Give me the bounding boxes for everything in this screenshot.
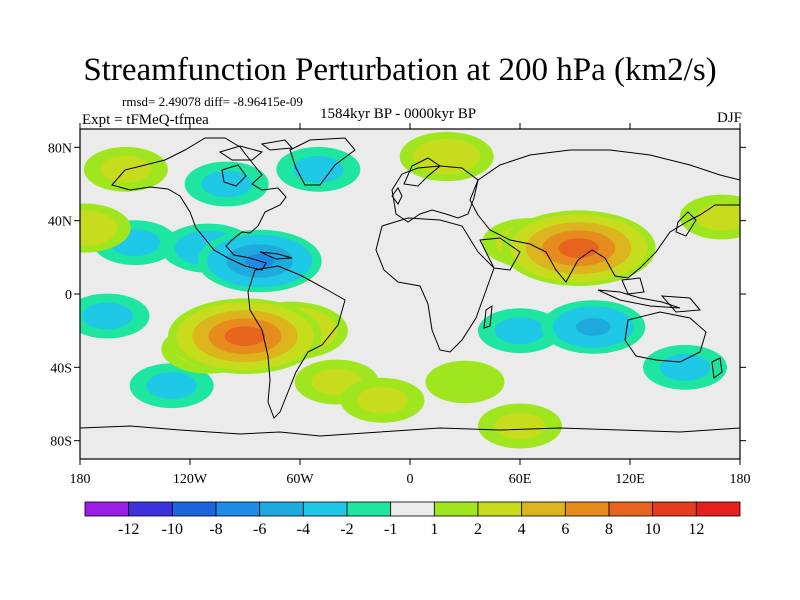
anomaly-level: [576, 318, 611, 336]
anomaly-level: [293, 155, 344, 183]
colorbar-swatch: [215, 501, 261, 517]
x-tick-label: 180: [730, 472, 751, 487]
axes: 180 120W 60W 0 60E 120E 180 80N 40N 0 40S 80S: [48, 123, 751, 487]
colorbar-label: 2: [474, 521, 482, 538]
colorbar-swatch: [695, 501, 741, 517]
colorbar-swatch: [521, 501, 566, 517]
anomaly-level: [696, 203, 740, 231]
colorbar-label: -10: [162, 521, 183, 538]
colorbar-label: -2: [340, 521, 353, 538]
anomaly-level: [357, 386, 408, 414]
coast-greenland: [289, 137, 356, 186]
colorbar-swatch: [564, 501, 610, 517]
anomaly-level: [413, 138, 481, 175]
coastlines: [80, 137, 740, 437]
colorbar-swatch: [477, 501, 523, 517]
x-tick-label: 180: [70, 472, 91, 487]
x-tick-label: 120E: [615, 472, 645, 487]
colorbar-swatch: [433, 501, 479, 517]
anomaly-level: [494, 317, 546, 345]
chart-title: Streamfunction Perturbation at 200 hPa (…: [83, 52, 717, 88]
colorbar-label: -1: [384, 521, 397, 538]
colorbar-swatch: [259, 501, 304, 517]
colorbar-swatch: [84, 501, 130, 517]
anomaly-level: [494, 412, 546, 440]
coast-arctic-islands: [218, 139, 294, 161]
colorbar: -12 -10 -8 -6 -4 -2 -1 1 2 4 6 8 10 12: [84, 501, 741, 538]
colorbar-swatch: [171, 501, 217, 517]
colorbar-label: -12: [118, 521, 139, 538]
colorbar-swatch: [302, 501, 348, 517]
colorbar-label: -6: [253, 521, 266, 538]
coast-madagascar: [483, 304, 493, 329]
coast-scandinavia: [403, 157, 441, 187]
anomaly-level: [201, 170, 252, 198]
anomaly-level: [558, 238, 599, 259]
season-label: DJF: [716, 110, 742, 126]
coast-uk: [391, 187, 403, 205]
y-tick-label: 40S: [50, 361, 72, 376]
anomaly-level: [425, 360, 505, 404]
colorbar-swatch: [608, 501, 654, 517]
coast-asia: [469, 149, 740, 283]
y-tick-label: 0: [65, 288, 72, 303]
coast-new-zealand: [711, 357, 723, 379]
x-tick-label: 60W: [286, 472, 314, 487]
coast-hudson-bay: [221, 164, 247, 187]
stats-text: rmsd= 2.49078 diff= -8.96415e-09: [122, 94, 303, 109]
colorbar-swatch: [346, 501, 392, 517]
coast-south-america: [247, 265, 346, 419]
period-label: 1584kyr BP - 0000kyr BP: [320, 106, 477, 122]
coast-north-america: [111, 137, 287, 271]
y-tick-label: 80S: [50, 435, 72, 450]
anomaly-level: [146, 372, 197, 400]
colorbar-label: -4: [297, 521, 310, 538]
colorbar-label: 12: [688, 521, 704, 538]
anomaly-level: [80, 210, 118, 246]
coast-africa: [375, 217, 495, 353]
x-tick-label: 60E: [509, 472, 532, 487]
coast-arabia: [479, 237, 521, 271]
anomaly-level: [659, 353, 711, 381]
x-tick-label: 0: [407, 472, 414, 487]
y-tick-label: 80N: [48, 141, 72, 156]
coast-australia: [624, 311, 707, 363]
experiment-label: Expt = tFMeQ-tfmea: [82, 112, 209, 128]
colorbar-label: -8: [209, 521, 222, 538]
coast-indonesia: [597, 289, 681, 309]
colorbar-label: 8: [605, 521, 613, 538]
colorbar-swatch: [652, 501, 697, 517]
colorbar-label: 4: [518, 521, 526, 538]
y-tick-label: 40N: [48, 215, 72, 230]
colorbar-label: 10: [645, 521, 661, 538]
coast-borneo: [621, 277, 645, 295]
coast-cuba: [259, 251, 293, 260]
coast-europe: [391, 165, 479, 223]
x-tick-label: 120W: [173, 472, 208, 487]
colorbar-swatch: [390, 501, 435, 517]
colorbar-label: 1: [430, 521, 438, 538]
colorbar-label: 6: [561, 521, 569, 538]
coast-new-guinea: [660, 295, 701, 313]
anomaly-level: [224, 326, 266, 347]
coast-japan: [675, 211, 697, 237]
colorbar-swatch: [128, 501, 173, 517]
coast-antarctica: [80, 425, 740, 437]
anomaly-level: [82, 302, 133, 330]
